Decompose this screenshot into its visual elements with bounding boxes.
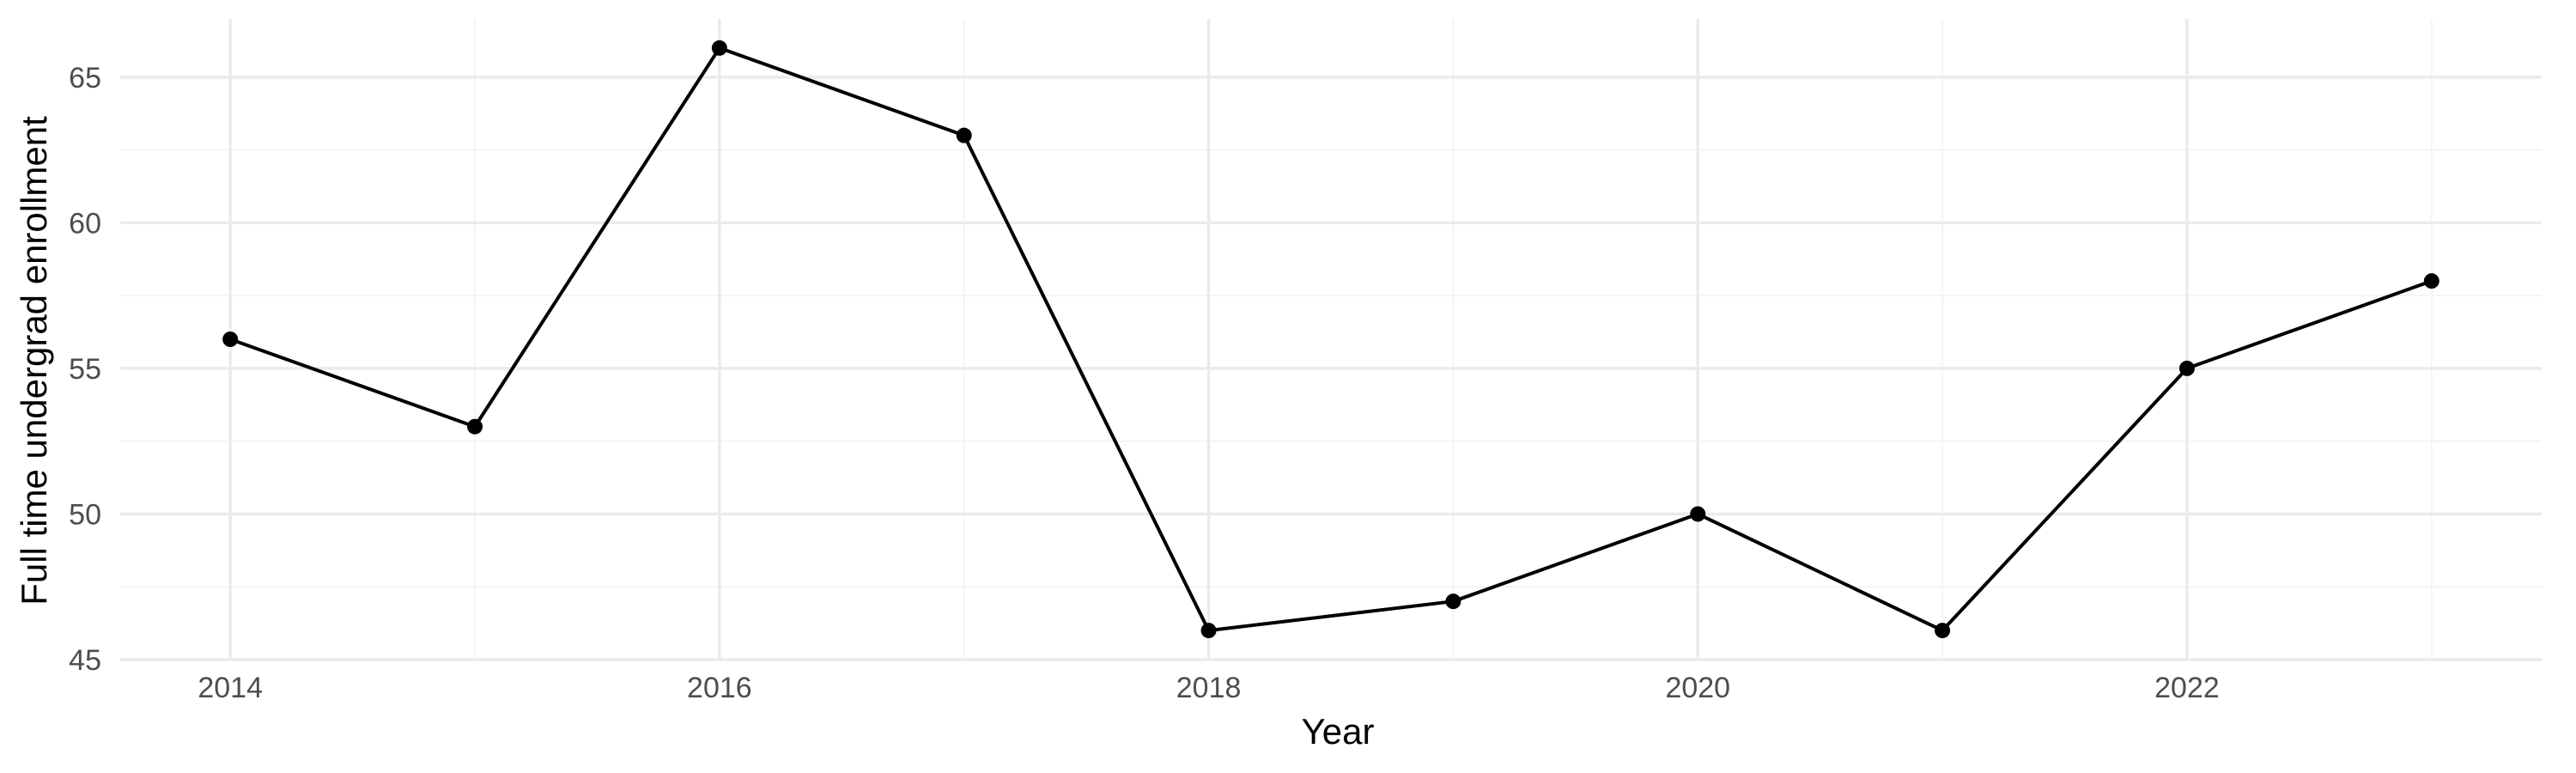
data-point [2178,360,2195,376]
series-line [228,46,2433,633]
x-tick-label: 2016 [687,672,752,704]
y-tick-label: 55 [69,353,101,386]
data-point [711,40,727,56]
grid [120,19,2542,661]
data-point [1935,623,1951,639]
y-tick-label: 45 [69,644,101,677]
x-tick-label: 2014 [197,672,263,704]
x-tick-label: 2018 [1176,672,1242,704]
data-point [467,418,483,435]
y-axis-ticks: 45 50 55 60 65 [69,62,101,677]
data-point [222,332,239,347]
y-axis-title: Full time undergrad enrollment [14,116,54,606]
y-tick-label: 50 [69,498,101,531]
data-point [1690,506,1706,522]
y-tick-label: 60 [69,207,101,240]
x-axis-title: Year [1302,711,1375,752]
data-point [1200,623,1217,639]
x-tick-label: 2022 [2154,672,2220,704]
y-tick-label: 65 [69,62,101,94]
data-point [956,127,972,143]
x-axis-ticks: 2014 2016 2018 2020 2022 [197,672,2219,704]
series [222,40,2439,639]
x-tick-label: 2020 [1665,672,1730,704]
data-point [2423,273,2439,289]
data-point [1445,593,1461,610]
